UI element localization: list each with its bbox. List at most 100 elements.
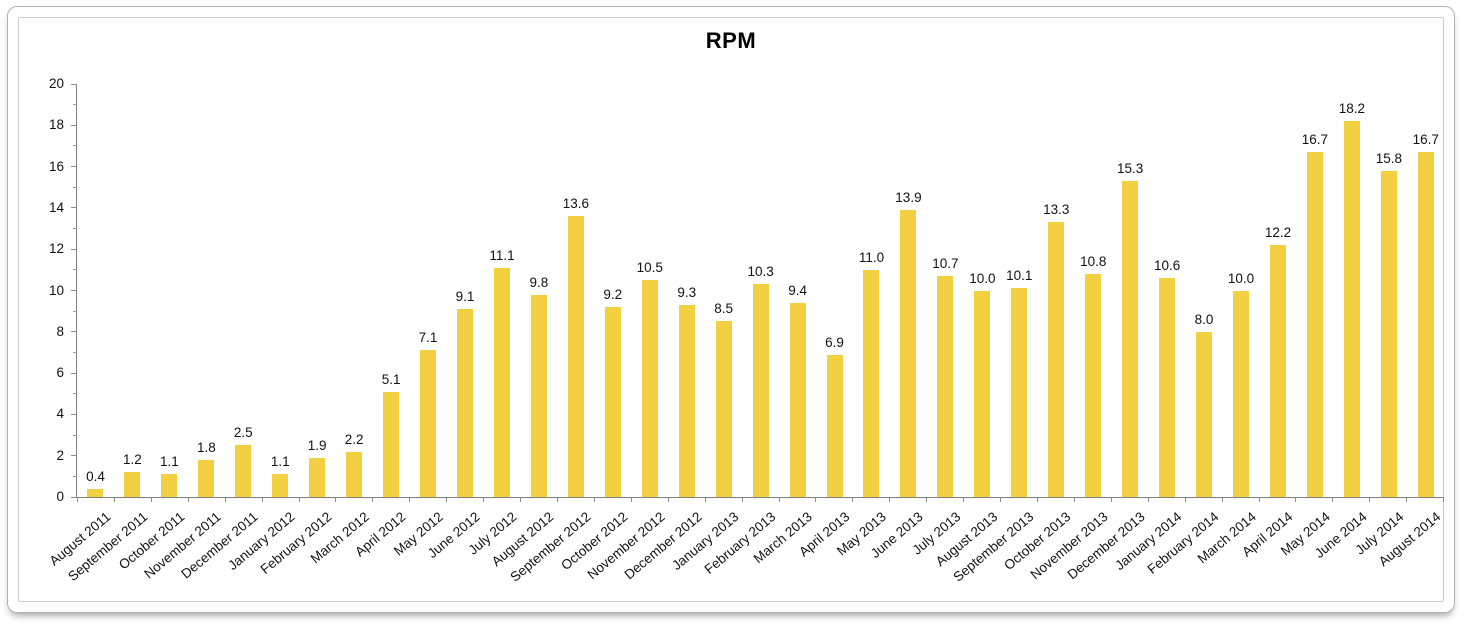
bar-value-label: 10.7: [932, 256, 959, 272]
bar-slot: 9.3: [668, 84, 705, 497]
x-boundary-tick: [1296, 497, 1334, 502]
x-boundary-tick: [152, 497, 189, 502]
bar: [715, 321, 732, 497]
bar: [1233, 290, 1250, 497]
bar-value-label: 7.1: [418, 330, 438, 346]
y-minor-tick: [73, 145, 77, 147]
bar: [641, 280, 658, 497]
chart-frame: RPM 0.4 1.2 1.1 1.8 2.5 1.1 1.9 2.2 5.1 7.1 9.1 11.…: [7, 6, 1455, 613]
bar-value-label: 6.9: [825, 334, 844, 350]
bar: [1085, 273, 1102, 497]
x-boundary-tick: [410, 497, 448, 502]
x-boundary-tick: [558, 497, 595, 502]
bar-slot: 1.8: [188, 84, 225, 497]
x-boundary-tick: [1223, 497, 1260, 502]
x-boundary-tick: [1149, 497, 1186, 502]
x-boundary-tick: [447, 497, 485, 502]
bar: [752, 284, 769, 497]
x-boundary-tick: [743, 497, 780, 502]
bar: [346, 451, 363, 497]
bar-value-label: 10.0: [969, 270, 996, 286]
x-boundary-tick: [780, 497, 817, 502]
bar: [826, 354, 843, 497]
bar: [198, 459, 215, 497]
y-major-tick: [71, 413, 77, 415]
bar-value-label: 2.5: [233, 425, 253, 441]
bar: [161, 474, 178, 497]
x-boundary-tick: [1001, 497, 1038, 502]
bar-value-label: 1.1: [270, 454, 290, 470]
y-minor-tick: [73, 310, 77, 312]
x-boundary-tick: [853, 497, 891, 502]
bar-slot: 8.5: [705, 84, 742, 497]
y-axis-tick-label: 0: [56, 489, 64, 504]
bar: [530, 294, 547, 497]
plot-area: 0.4 1.2 1.1 1.8 2.5 1.1 1.9 2.2 5.1 7.1 9.1 11.1 9.8…: [46, 76, 1445, 585]
bar-slot: 9.4: [779, 84, 816, 497]
bar: [1159, 278, 1176, 497]
bar-value-label: 0.4: [86, 468, 105, 484]
y-axis-tick-label: 18: [48, 117, 64, 133]
bar-value-label: 16.7: [1412, 132, 1439, 148]
y-minor-tick: [73, 351, 77, 353]
bar-value-label: 11.1: [489, 247, 515, 263]
bar-value-label: 11.0: [858, 249, 885, 265]
x-boundary-tick: [1370, 497, 1408, 502]
x-boundary-tick: [189, 497, 226, 502]
x-boundary-tick: [226, 497, 263, 502]
bar-value-label: 1.2: [123, 452, 142, 468]
bar-slot: 1.2: [114, 84, 151, 497]
x-boundary-tick: [1038, 497, 1075, 502]
x-boundary-tick: [927, 497, 965, 502]
bar-value-label: 10.0: [1227, 270, 1255, 286]
y-major-tick: [71, 290, 77, 291]
bar: [1343, 121, 1360, 497]
x-boundary-tick: [373, 497, 411, 502]
y-axis-tick-label: 4: [56, 406, 64, 422]
bar: [1196, 331, 1213, 497]
bar: [678, 304, 695, 497]
y-major-tick: [71, 372, 77, 374]
x-boundary-tick: [669, 497, 706, 502]
bar-slot: 6.9: [816, 84, 853, 497]
y-axis-tick-label: 20: [48, 76, 64, 91]
x-boundary-tick: [300, 497, 337, 502]
bar-slot: 13.9: [890, 84, 927, 497]
y-major-tick: [71, 248, 77, 250]
bar-slot: 10.6: [1149, 84, 1186, 497]
bar-slot: 12.2: [1260, 84, 1297, 497]
x-boundary-tick: [595, 497, 632, 502]
bar: [1122, 181, 1139, 497]
bar-value-label: 15.3: [1117, 161, 1144, 177]
bar-slot: 10.3: [742, 84, 779, 497]
bar: [383, 391, 400, 497]
bar: [124, 472, 141, 497]
y-axis-tick-label: 2: [56, 447, 64, 463]
bar: [974, 290, 991, 497]
bar-slot: 16.7: [1407, 84, 1444, 497]
x-boundary-tick: [1260, 497, 1297, 502]
bar-slot: 10.0: [964, 84, 1001, 497]
bar: [604, 307, 621, 497]
bar-slot: 10.1: [1001, 84, 1038, 497]
bar-value-label: 1.1: [159, 454, 179, 470]
y-minor-tick: [73, 228, 77, 230]
y-major-tick: [71, 331, 77, 333]
bar-value-label: 10.1: [1006, 268, 1033, 284]
bar: [1011, 288, 1028, 497]
bar: [272, 474, 289, 497]
bar-slot: 7.1: [410, 84, 447, 497]
x-boundary-tick: [964, 497, 1002, 502]
x-boundary-tick: [1186, 497, 1223, 502]
bar-slot: 1.1: [262, 84, 299, 497]
y-major-tick: [71, 124, 77, 126]
bar-value-label: 10.8: [1080, 253, 1107, 269]
bar-value-label: 5.1: [381, 371, 401, 387]
bar-slot: 9.2: [594, 84, 631, 497]
x-boundary-tick: [1075, 497, 1112, 502]
bar-slot: 2.5: [225, 84, 262, 497]
y-minor-tick: [73, 475, 77, 477]
bar-value-label: 9.4: [788, 282, 807, 298]
bar-value-label: 13.3: [1043, 202, 1070, 218]
bar-slot: 11.1: [483, 84, 520, 497]
